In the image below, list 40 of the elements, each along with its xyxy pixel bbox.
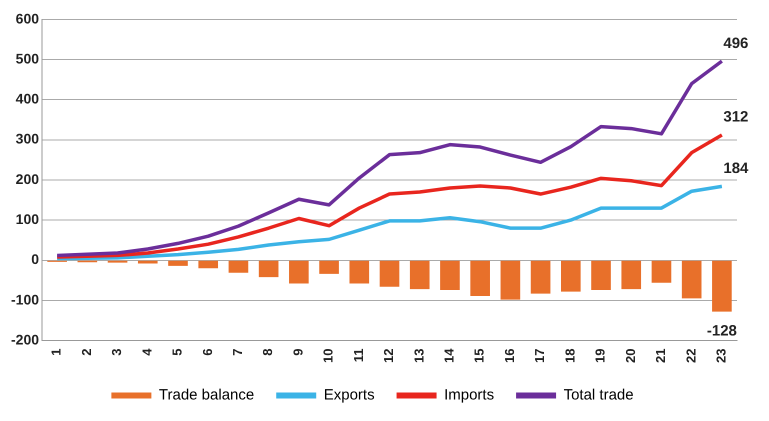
x-tick-label: 23 [713, 348, 728, 364]
x-tick-label: 15 [472, 348, 487, 364]
data-label: 496 [723, 34, 748, 52]
y-tick-label: -100 [10, 291, 40, 308]
y-tick-label: 300 [16, 130, 40, 147]
data-label: 184 [723, 160, 750, 178]
x-tick-label: 8 [260, 348, 276, 356]
y-tick-label: -200 [10, 331, 40, 348]
x-tick-label: 10 [320, 348, 336, 364]
y-tick-label: 400 [16, 90, 40, 107]
legend-label: Exports [324, 386, 375, 404]
y-tick-label: 0 [31, 251, 40, 268]
data-label: -128 [706, 322, 737, 340]
y-tick-label: 500 [16, 50, 40, 66]
y-tick-label: 600 [16, 10, 40, 26]
x-tick-label: 12 [381, 348, 396, 364]
x-tick-label: 11 [350, 348, 366, 362]
x-tick-label: 9 [290, 348, 306, 356]
x-tick-label: 19 [592, 348, 608, 364]
y-tick-label: 100 [16, 210, 40, 227]
x-tick-label: 13 [411, 348, 426, 364]
x-tick-label: 1 [48, 348, 64, 356]
x-tick-label: 14 [442, 348, 457, 364]
legend-label: Total trade [564, 386, 634, 404]
x-tick-label: 6 [200, 348, 215, 356]
legend-label: Trade balance [158, 386, 254, 404]
x-tick-label: 22 [683, 348, 698, 364]
x-tick-label: 16 [502, 348, 517, 364]
y-tick-label: 200 [16, 170, 40, 187]
x-tick-label: 21 [653, 348, 668, 364]
x-tick-label: 17 [532, 348, 548, 364]
x-tick-label: 3 [109, 348, 124, 356]
legend-label: Imports [444, 386, 494, 404]
x-tick-label: 7 [230, 348, 246, 356]
x-tick-label: 20 [622, 348, 638, 364]
x-tick-label: 2 [78, 348, 94, 356]
data-label: 312 [723, 108, 748, 126]
x-tick-label: 18 [562, 348, 578, 364]
x-tick-label: 4 [139, 348, 154, 356]
x-tick-label: 5 [170, 348, 185, 356]
